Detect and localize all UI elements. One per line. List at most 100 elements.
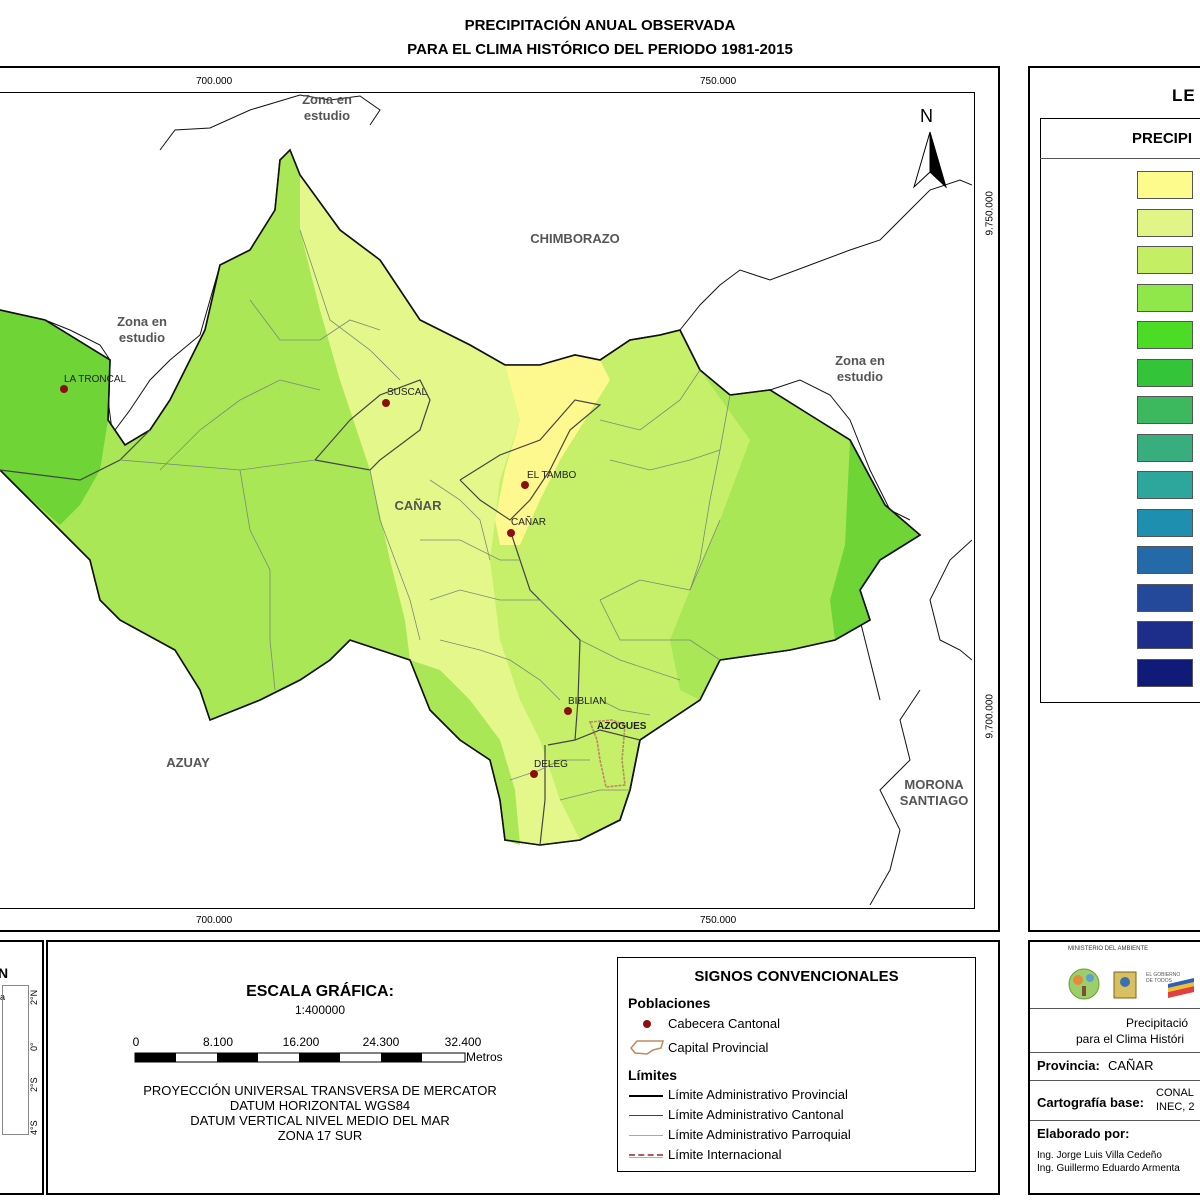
projection-line: DATUM HORIZONTAL WGS84 — [229, 1098, 411, 1113]
limit-provincial-line — [629, 1095, 663, 1097]
info-divider — [1030, 1008, 1200, 1009]
signos-lim-int: Límite Internacional — [668, 1147, 782, 1162]
inset-lat-label: 2°N — [29, 989, 39, 1005]
inset-lat-label: 0° — [29, 1042, 39, 1051]
north-label: N — [920, 106, 933, 126]
zone-dry-core — [495, 355, 610, 545]
zone-west-coast — [0, 310, 110, 525]
town-label: BIBLIAN — [568, 696, 607, 707]
label-azuay: AZUAY — [166, 755, 210, 770]
info-panel — [1028, 940, 1200, 1195]
signos-cabecera: Cabecera Cantonal — [668, 1016, 781, 1031]
y-tick-2: 9.700.000 — [984, 694, 996, 739]
legend-swatch — [1137, 396, 1193, 424]
info-divider — [1030, 1080, 1200, 1081]
scale-tick: 8.100 — [202, 1035, 234, 1049]
scale-tick: 16.200 — [282, 1035, 320, 1049]
signos-box — [617, 957, 976, 1172]
legend-title: LE — [1172, 86, 1196, 105]
limit-international-line — [629, 1154, 663, 1158]
scale-ratio: 1:400000 — [294, 1003, 346, 1017]
legend-panel — [1028, 66, 1200, 932]
zone-south-green — [410, 660, 520, 845]
legend-swatch — [1137, 508, 1193, 537]
legend-swatch — [1137, 171, 1193, 199]
label-zona-top: Zona en estudio — [302, 92, 352, 123]
signos-lim-parr: Límite Administrativo Parroquial — [668, 1127, 851, 1142]
elaborado-label: Elaborado por: — [1037, 1126, 1130, 1141]
town-label: CAÑAR — [511, 517, 547, 528]
legend-swatch — [1137, 246, 1193, 274]
cartografia-value2: INEC, 2 — [1156, 1101, 1195, 1113]
scale-unit: Metros — [466, 1050, 503, 1064]
legend-swatch — [1137, 471, 1193, 499]
legend-swatch — [1137, 283, 1193, 312]
limit-parroquial-line — [629, 1135, 663, 1136]
limit-cantonal-line — [629, 1115, 663, 1116]
signos-capital: Capital Provincial — [668, 1040, 769, 1055]
signos-poblaciones: Poblaciones — [628, 995, 711, 1011]
signos-title: SIGNOS CONVENCIONALES — [694, 968, 899, 985]
zone-west-green — [0, 150, 410, 720]
label-zona-left: Zona en estudio — [117, 314, 167, 345]
scale-tick: 0 — [132, 1035, 140, 1049]
zone-central — [300, 175, 580, 845]
signos-lim-cant: Límite Administrativo Cantonal — [668, 1107, 844, 1122]
provincia-value: CAÑAR — [1108, 1058, 1154, 1073]
marker-biblian — [564, 707, 572, 715]
projection-line: ZONA 17 SUR — [277, 1128, 363, 1143]
legend-swatch — [1137, 358, 1193, 387]
gobierno-label: EL GOBIERNO DE TODOS — [1146, 972, 1181, 984]
autor-2: Ing. Guillermo Eduardo Armenta — [1037, 1163, 1180, 1174]
x-tick-bottom-2: 750.000 — [700, 915, 737, 926]
x-tick-top-1: 700.000 — [196, 76, 233, 87]
projection-line: PROYECCIÓN UNIVERSAL TRANSVERSA DE MERCA… — [143, 1083, 497, 1098]
y-tick-1: 9.750.000 — [984, 191, 996, 236]
legend-swatch — [1137, 321, 1193, 349]
info-desc1: Precipitació — [1126, 1016, 1189, 1030]
signos-limites: Límites — [628, 1067, 678, 1083]
legend-swatch — [1137, 546, 1193, 574]
institution-logos — [1068, 968, 1194, 1000]
town-label: EL TAMBO — [527, 470, 577, 481]
legend-swatch-list — [1137, 171, 1193, 687]
legend-swatch — [1137, 208, 1193, 237]
autor-1: Ing. Jorge Luis Villa Cedeño — [1037, 1150, 1162, 1161]
inset-title: N — [0, 965, 9, 981]
scale-tick: 32.400 — [444, 1035, 482, 1049]
legend-swatch — [1137, 583, 1193, 612]
inset-lat-label: 2°S — [29, 1077, 39, 1092]
town-label: AZOGUES — [597, 721, 647, 732]
zone-east-bright — [830, 440, 920, 640]
legend-swatch — [1137, 658, 1193, 687]
inset-map — [2, 985, 29, 1135]
town-markers — [60, 385, 572, 778]
neighbor-boundaries — [44, 94, 972, 906]
town-label: SUSCAL — [387, 387, 428, 398]
legend-box — [1040, 118, 1200, 703]
legend-divider — [1040, 158, 1200, 159]
scale-title: ESCALA GRÁFICA: — [246, 983, 394, 1000]
bottom-info-frame — [46, 940, 1000, 1195]
precipitation-map — [0, 94, 972, 906]
town-label: DELEG — [534, 759, 568, 770]
label-morona-santiago: MORONA SANTIAGO — [899, 777, 969, 808]
province-outline — [0, 148, 922, 846]
scale-tick: 24.300 — [362, 1035, 400, 1049]
location-inset-frame — [0, 940, 44, 1195]
label-canar-province: CAÑAR — [394, 498, 442, 513]
x-tick-top-2: 750.000 — [700, 76, 737, 87]
ministerio-label: MINISTERIO DEL AMBIENTE — [1068, 946, 1149, 952]
cartografia-value1: CONAL — [1156, 1087, 1194, 1099]
scale-bar — [134, 1052, 466, 1063]
map-inner-frame — [0, 92, 975, 909]
marker-la-troncal — [60, 385, 68, 393]
projection-block: PROYECCIÓN UNIVERSAL TRANSVERSA DE MERCA… — [110, 1083, 530, 1143]
marker-canar — [507, 529, 515, 537]
signos-lim-prov: Límite Administrativo Provincial — [668, 1087, 848, 1102]
info-divider — [1030, 1052, 1200, 1053]
gobierno-logo-icon — [1168, 986, 1194, 998]
info-desc2: para el Clima Históri — [1076, 1032, 1185, 1046]
cabecera-marker-icon — [643, 1020, 651, 1028]
inset-lat-label: 4°S — [29, 1120, 39, 1135]
